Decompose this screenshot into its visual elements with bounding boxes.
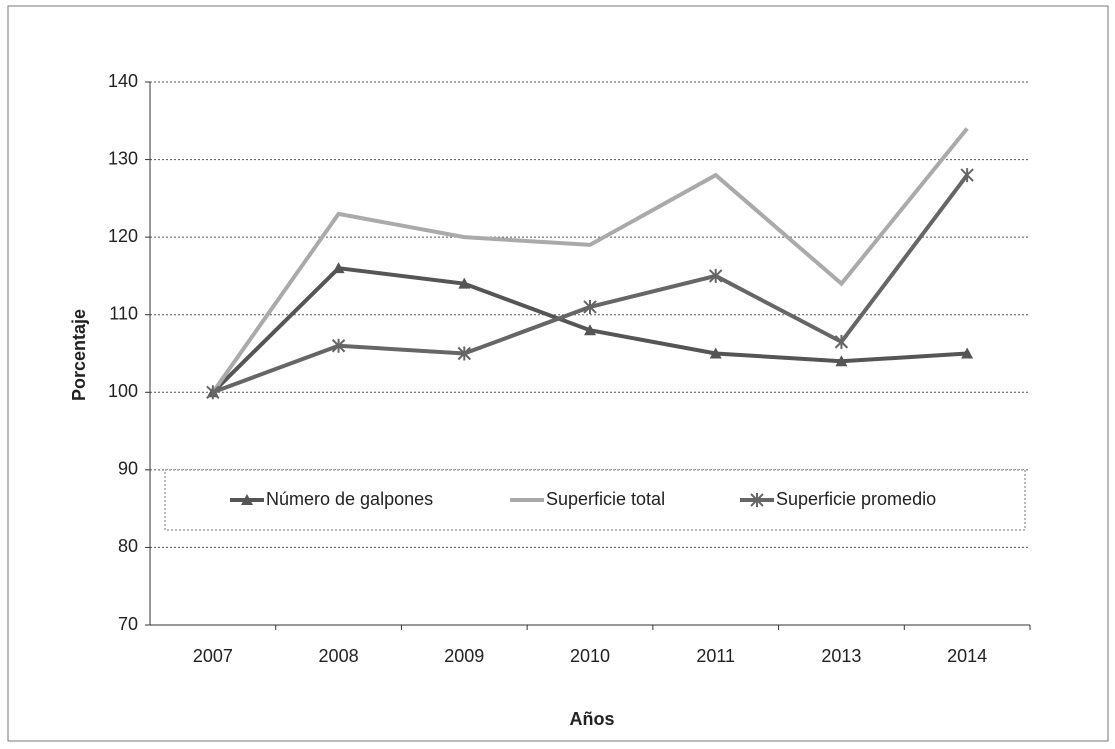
- x-tick-label: 2009: [444, 646, 484, 666]
- x-tick-label: 2013: [821, 646, 861, 666]
- point: [584, 324, 596, 336]
- point: [960, 168, 974, 183]
- y-tick-label: 70: [118, 614, 138, 634]
- point: [834, 334, 849, 349]
- point: [331, 338, 346, 353]
- point: [241, 494, 253, 505]
- frame: [7, 5, 1109, 742]
- legend-box: [164, 469, 1026, 531]
- y-tick-label: 140: [108, 71, 138, 91]
- x-tick-label: 2007: [193, 646, 233, 666]
- x-tick-label: 2011: [696, 646, 735, 666]
- point: [458, 277, 471, 289]
- x-axis-title: Años: [570, 709, 615, 729]
- x-tick-label: 2008: [319, 646, 359, 666]
- legend-label: Superficie total: [546, 489, 665, 509]
- y-tick-label: 120: [108, 226, 138, 246]
- point: [750, 493, 764, 507]
- point: [457, 346, 471, 361]
- x-tick-label: 2010: [570, 646, 610, 666]
- y-tick-label: 100: [108, 381, 138, 401]
- x-tick-label: 2014: [947, 646, 987, 666]
- series-line: [211, 127, 969, 394]
- legend-label: Superficie promedio: [776, 489, 936, 509]
- point: [835, 355, 848, 367]
- point: [961, 347, 974, 359]
- point: [709, 268, 723, 283]
- point: [332, 262, 345, 274]
- y-tick-label: 130: [108, 148, 138, 168]
- legend-label: Número de galpones: [266, 489, 433, 509]
- point: [206, 385, 220, 400]
- y-tick-label: 80: [118, 536, 138, 556]
- point: [709, 347, 722, 359]
- y-tick-label: 110: [109, 303, 138, 323]
- point: [583, 299, 597, 314]
- y-tick-label: 90: [118, 459, 138, 479]
- y-axis-title: Porcentaje: [69, 309, 89, 401]
